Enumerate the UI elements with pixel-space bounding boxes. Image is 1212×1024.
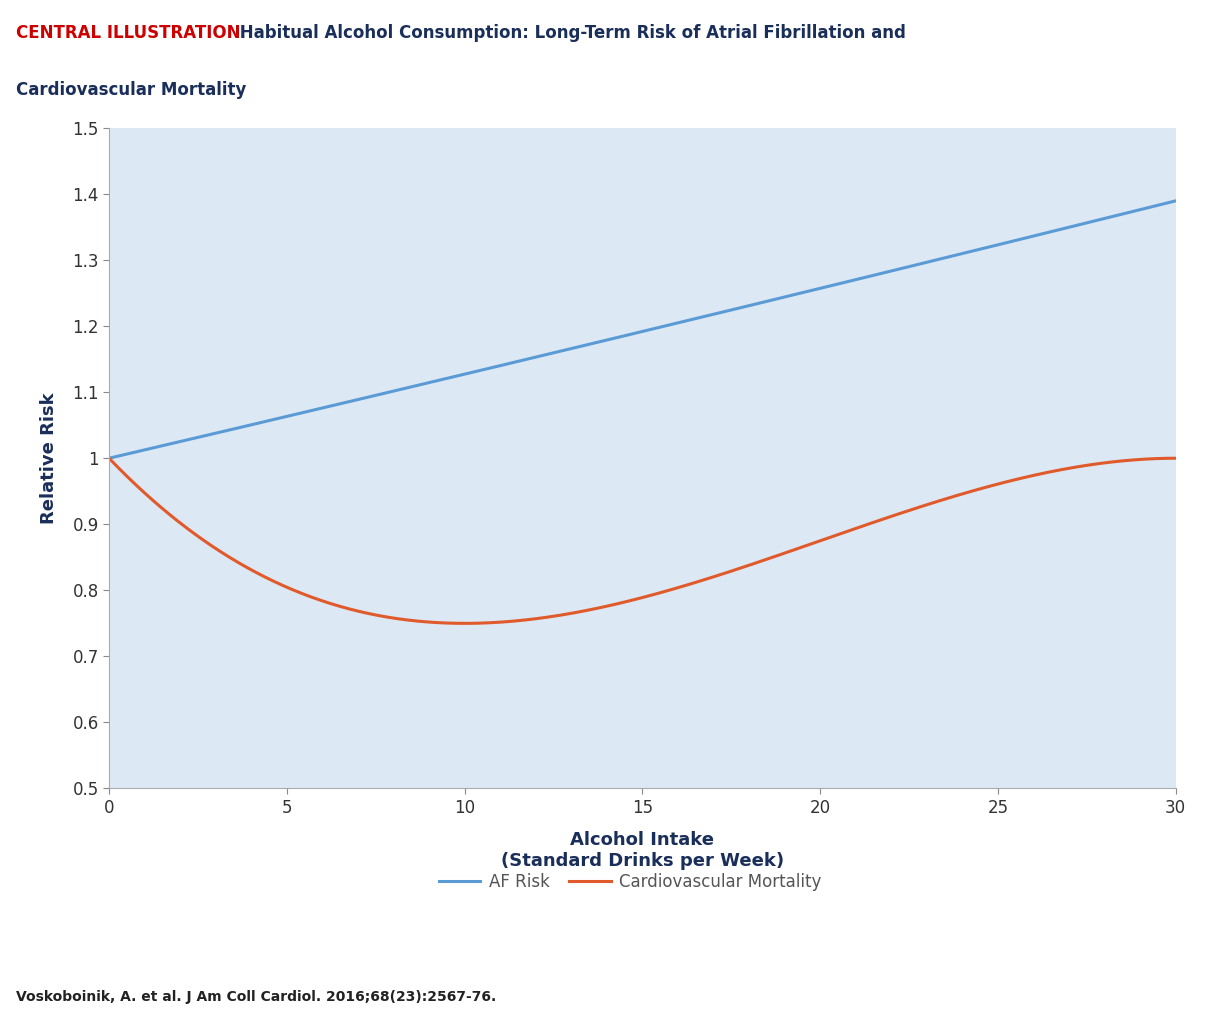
Text: CENTRAL ILLUSTRATION: CENTRAL ILLUSTRATION [16,24,240,42]
Text: Habitual Alcohol Consumption: Long-Term Risk of Atrial Fibrillation and: Habitual Alcohol Consumption: Long-Term … [234,24,905,42]
X-axis label: Alcohol Intake
(Standard Drinks per Week): Alcohol Intake (Standard Drinks per Week… [501,830,784,869]
Text: Cardiovascular Mortality: Cardiovascular Mortality [16,81,246,98]
Y-axis label: Relative Risk: Relative Risk [40,392,58,524]
Legend: AF Risk, Cardiovascular Mortality: AF Risk, Cardiovascular Mortality [431,866,829,898]
Text: Voskoboinik, A. et al. J Am Coll Cardiol. 2016;68(23):2567-76.: Voskoboinik, A. et al. J Am Coll Cardiol… [16,989,496,1004]
